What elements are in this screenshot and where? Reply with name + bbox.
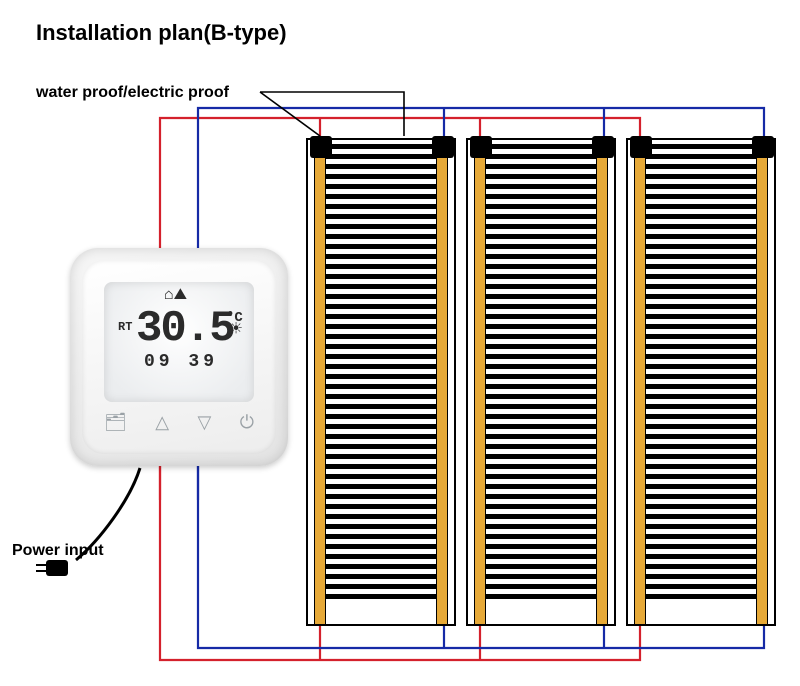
waterproof-connector [432, 136, 454, 158]
power-button[interactable]: ⏻ [240, 412, 254, 433]
heating-stripes [326, 144, 436, 620]
rt-label: RT [118, 320, 132, 334]
busbar-right [756, 140, 768, 624]
heating-stripes [646, 144, 756, 620]
diagram-title: Installation plan(B-type) [36, 20, 287, 46]
thermostat-lcd: ⌂⛰ RT 30.5 °C ☀ 09 39 [104, 282, 254, 402]
heating-panel [306, 138, 456, 626]
waterproof-connector [592, 136, 614, 158]
clock-value: 09 39 [144, 352, 218, 372]
temperature-value: 30.5 [136, 304, 234, 354]
waterproof-connector [470, 136, 492, 158]
waterproof-connector [310, 136, 332, 158]
busbar-right [436, 140, 448, 624]
waterproof-connector [630, 136, 652, 158]
sun-icon: ☀ [230, 316, 242, 342]
leader-waterproof [260, 92, 404, 136]
busbar-left [634, 140, 646, 624]
thermostat: ⌂⛰ RT 30.5 °C ☀ 09 39 🗂 △ ▽ ⏻ [70, 248, 288, 466]
down-button[interactable]: ▽ [197, 412, 211, 433]
busbar-left [474, 140, 486, 624]
busbar-left [314, 140, 326, 624]
heating-stripes [486, 144, 596, 620]
thermostat-buttons: 🗂 △ ▽ ⏻ [104, 408, 254, 436]
up-button[interactable]: △ [155, 412, 169, 433]
heating-panel [626, 138, 776, 626]
heating-panel [466, 138, 616, 626]
waterproof-label: water proof/electric proof [36, 84, 229, 102]
busbar-right [596, 140, 608, 624]
power-plug-icon [36, 556, 76, 580]
house-icon: ⌂⛰ [164, 286, 187, 304]
waterproof-connector [752, 136, 774, 158]
thermostat-bezel: ⌂⛰ RT 30.5 °C ☀ 09 39 🗂 △ ▽ ⏻ [82, 260, 276, 454]
mode-button[interactable]: 🗂 [104, 412, 127, 433]
